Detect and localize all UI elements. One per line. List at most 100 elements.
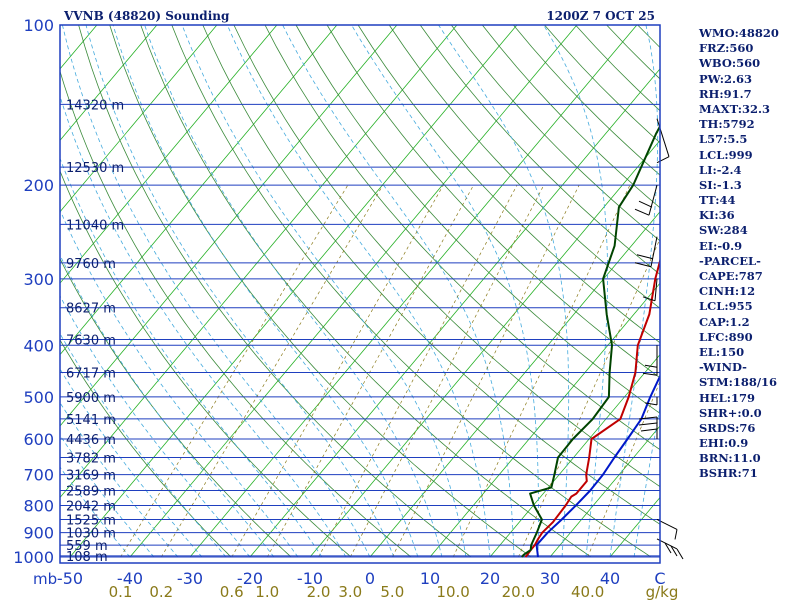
wind-barb-flag <box>636 254 654 260</box>
index-item: SI:-1.3 <box>699 177 742 192</box>
dry-adiabat-line <box>450 25 660 242</box>
mixing-ratio-tick-label: 2.0 <box>307 583 331 600</box>
mixing-ratio-tick-label: 5.0 <box>380 583 404 600</box>
index-item: LFC:890 <box>699 329 753 344</box>
index-item: RH:91.7 <box>699 86 752 101</box>
mixing-ratio-tick-label: 20.0 <box>502 583 535 600</box>
mixing-ratio-line <box>318 184 518 558</box>
mixing-ratio-tick-label: 1.0 <box>255 583 279 600</box>
height-label: 108 m <box>66 550 108 565</box>
temperature-tick-label: 20 <box>480 569 500 588</box>
index-item: EI:-0.9 <box>699 238 743 253</box>
mixing-ratio-line <box>518 238 660 558</box>
index-item: CINH:12 <box>699 284 756 299</box>
mixing-ratio-line <box>120 184 349 558</box>
sounding-time: 1200Z 7 OCT 25 <box>546 9 655 23</box>
dry-adiabat-line <box>388 25 660 309</box>
isotherm-line <box>60 25 158 141</box>
height-label: 559 m <box>66 539 108 554</box>
wind-barb-flag <box>642 296 656 302</box>
index-item: MAXT:32.3 <box>699 101 770 116</box>
isotherm-line <box>489 353 660 558</box>
wind-barb-flag <box>670 545 678 557</box>
mixing-ratio-tick-label: 40.0 <box>571 583 604 600</box>
wind-barb-flag <box>640 428 658 432</box>
height-label: 5141 m <box>66 413 116 428</box>
wind-barb-flag <box>656 156 670 164</box>
index-item: BRN:11.0 <box>699 451 761 466</box>
series-temperature-line <box>524 257 660 558</box>
dry-adiabat-line <box>419 25 660 275</box>
index-item: -WIND- <box>699 360 747 375</box>
mixing-ratio-line <box>266 184 474 558</box>
pressure-axis: 100 200 300 400 500 600 700 800 900 1000 <box>13 16 54 567</box>
pressure-tick-label: 700 <box>23 466 54 485</box>
height-label: 6717 m <box>66 367 116 382</box>
height-label: 5900 m <box>66 391 116 406</box>
height-label: 1525 m <box>66 513 116 528</box>
index-item: PW:2.63 <box>699 71 753 86</box>
isotherm-line <box>249 68 660 558</box>
height-label: 2042 m <box>66 499 116 514</box>
index-item: CAPE:787 <box>699 269 763 283</box>
height-label: 1030 m <box>66 527 116 542</box>
index-item: TT:44 <box>699 193 736 208</box>
height-label: 11040 m <box>66 218 124 233</box>
wind-barb-staff <box>656 118 670 157</box>
mixing-ratio-unit-label: g/kg <box>646 583 679 600</box>
plot-frame <box>59 24 661 564</box>
height-label: 14320 m <box>66 98 124 113</box>
index-item: WBO:560 <box>699 56 761 71</box>
isotherm-line <box>60 25 398 427</box>
index-item: HEL:179 <box>699 390 755 405</box>
index-item: WMO:48820 <box>699 26 779 40</box>
wind-barb-flag <box>638 416 658 420</box>
temperature-axis: -50 -40 -30 -20 -10 0 10 20 30 40 C <box>57 569 666 588</box>
index-item: EL:150 <box>699 344 745 359</box>
mixing-ratio-axis: 0.1 0.2 0.6 1.0 2.0 3.0 5.0 10.0 20.0 40.0 <box>109 583 605 600</box>
isotherm-line <box>69 25 518 558</box>
temperature-tick-label: -10 <box>297 569 323 588</box>
wind-barb-flag <box>642 372 658 376</box>
series-dewpoint-line <box>521 124 660 558</box>
index-item: TH:5792 <box>699 117 755 132</box>
wind-barb-staff <box>650 236 658 267</box>
mixing-ratio-tick-label: 0.2 <box>149 583 173 600</box>
height-labels: 14320 m 12530 m 11040 m 9760 m 8627 m 7630 m 6… <box>66 98 124 564</box>
isotherm-line <box>60 25 338 356</box>
wind-barb-flag <box>674 529 678 540</box>
index-item: EHI:0.9 <box>699 436 749 451</box>
index-item: FRZ:560 <box>699 41 754 56</box>
index-item: SHR+:0.0 <box>699 405 762 420</box>
index-item: LCL:955 <box>699 299 753 314</box>
mixing-ratio-line <box>452 184 631 558</box>
pressure-tick-label: 500 <box>23 388 54 407</box>
pressure-unit-label: mb <box>33 570 57 588</box>
height-label: 9760 m <box>66 257 116 272</box>
temperature-tick-label: -50 <box>57 569 83 588</box>
index-item: -PARCEL- <box>699 253 761 268</box>
temperature-tick-label: 40 <box>600 569 620 588</box>
height-label: 12530 m <box>66 161 124 176</box>
mixing-ratio-line <box>587 380 660 558</box>
index-item: LCL:999 <box>699 147 753 162</box>
isotherm-line <box>60 25 218 213</box>
wind-barb-flag <box>644 364 658 368</box>
height-label: 4436 m <box>66 433 116 448</box>
index-item: SRDS:76 <box>699 420 756 435</box>
dry-adiabat-line <box>326 25 660 379</box>
temperature-tick-label: 10 <box>420 569 440 588</box>
temperature-unit-glyph: C <box>654 569 665 588</box>
dry-adiabat-line <box>357 25 660 344</box>
wind-barb-flag <box>664 542 672 554</box>
mixing-ratio-tick-label: 10.0 <box>436 583 469 600</box>
index-item: L57:5.5 <box>699 132 748 147</box>
stability-indices-panel: WMO:48820 FRZ:560 WBO:560 PW:2.63 RH:91.7 MAX… <box>699 26 799 482</box>
index-item: STM:188/16 <box>699 375 778 390</box>
pressure-tick-label: 300 <box>23 270 54 289</box>
pressure-tick-label: 600 <box>23 430 54 449</box>
wind-barb-flag <box>634 208 650 216</box>
mixing-ratio-line <box>231 184 444 558</box>
pressure-tick-label: 1000 <box>13 548 54 567</box>
